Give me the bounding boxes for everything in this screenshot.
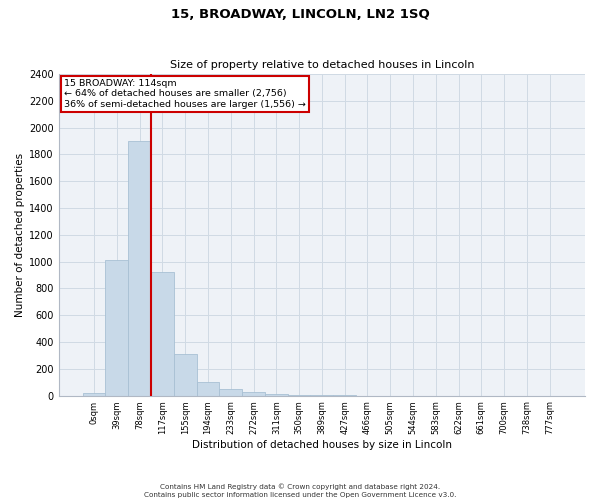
Bar bbox=[220, 389, 242, 396]
Bar bbox=[151, 272, 174, 396]
Text: Contains HM Land Registry data © Crown copyright and database right 2024.
Contai: Contains HM Land Registry data © Crown c… bbox=[144, 483, 456, 498]
Y-axis label: Number of detached properties: Number of detached properties bbox=[15, 153, 25, 317]
Bar bbox=[174, 354, 197, 396]
X-axis label: Distribution of detached houses by size in Lincoln: Distribution of detached houses by size … bbox=[192, 440, 452, 450]
Bar bbox=[83, 393, 106, 396]
Text: 15, BROADWAY, LINCOLN, LN2 1SQ: 15, BROADWAY, LINCOLN, LN2 1SQ bbox=[170, 8, 430, 20]
Bar bbox=[265, 394, 288, 396]
Text: 15 BROADWAY: 114sqm
← 64% of detached houses are smaller (2,756)
36% of semi-det: 15 BROADWAY: 114sqm ← 64% of detached ho… bbox=[64, 79, 306, 108]
Bar bbox=[197, 382, 220, 396]
Title: Size of property relative to detached houses in Lincoln: Size of property relative to detached ho… bbox=[170, 60, 474, 70]
Bar bbox=[106, 260, 128, 396]
Bar bbox=[288, 395, 310, 396]
Bar bbox=[242, 392, 265, 396]
Bar bbox=[128, 141, 151, 396]
